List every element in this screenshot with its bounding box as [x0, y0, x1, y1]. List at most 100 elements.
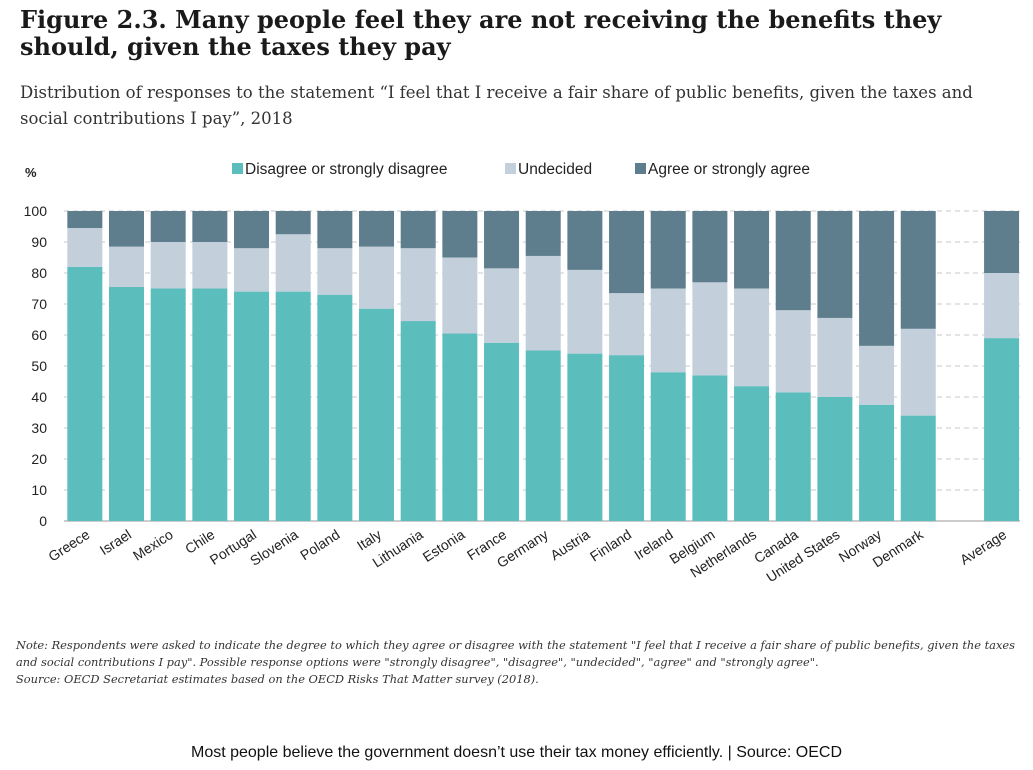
y-tick-label: 20 — [31, 451, 47, 467]
bar-segment-disagree — [859, 404, 895, 521]
y-tick-label: 40 — [31, 389, 47, 405]
y-axis: 0 10 20 30 40 50 60 70 80 90 100 — [24, 203, 48, 529]
bar-segment-undecided — [67, 228, 103, 267]
legend-label-undecided: Undecided — [518, 161, 592, 178]
bar-segment-disagree — [150, 288, 186, 521]
x-tick-label: Israel — [97, 526, 134, 558]
bar-segment-undecided — [650, 288, 686, 373]
y-tick-label: 60 — [31, 327, 47, 343]
y-tick-label: 100 — [24, 203, 48, 219]
bar-segment-undecided — [900, 328, 936, 416]
bar-segment-agree — [609, 211, 645, 294]
x-tick-label: Estonia — [420, 526, 468, 565]
stacked-bar-chart: 0 10 20 30 40 50 60 70 80 90 100 Greece IsraelMexic… — [24, 161, 1020, 586]
bar-segment-undecided — [775, 310, 811, 393]
bar-segment-disagree — [734, 386, 770, 521]
y-tick-label: 30 — [31, 420, 47, 436]
bar-segment-undecided — [609, 293, 645, 356]
y-axis-label: % — [25, 165, 37, 180]
x-tick-label: Mexico — [130, 526, 176, 564]
bar-segment-disagree — [109, 286, 145, 521]
y-tick-label: 80 — [31, 265, 47, 281]
bar-segment-agree — [67, 211, 103, 229]
bar-segment-agree — [984, 211, 1020, 273]
bar-segment-agree — [400, 211, 436, 249]
legend-swatch-disagree — [232, 163, 243, 174]
bar-segment-disagree — [692, 375, 728, 521]
bar-segment-undecided — [567, 269, 603, 354]
x-tick-label: Austria — [547, 526, 592, 563]
bar-segment-disagree — [775, 392, 811, 521]
bar-segment-undecided — [192, 242, 228, 289]
bar-segment-disagree — [567, 353, 603, 521]
legend: Disagree or strongly disagree Undecided Ag… — [232, 161, 810, 178]
bar-segment-undecided — [150, 242, 186, 289]
bar-segment-disagree — [442, 333, 478, 521]
bar-segment-undecided — [442, 257, 478, 334]
y-tick-label: 50 — [31, 358, 47, 374]
note-text: Note: Respondents were asked to indicate… — [16, 638, 1015, 669]
legend-swatch-agree — [635, 163, 646, 174]
bar-segment-agree — [317, 211, 353, 249]
y-tick-label: 70 — [31, 296, 47, 312]
legend-swatch-undecided — [505, 163, 516, 174]
y-tick-label: 10 — [31, 482, 47, 498]
bar-segment-agree — [150, 211, 186, 242]
bar-segment-undecided — [859, 345, 895, 405]
bar-segment-disagree — [317, 294, 353, 521]
bar-segment-disagree — [525, 350, 561, 521]
bar-segment-undecided — [484, 268, 520, 343]
bar-segment-agree — [775, 211, 811, 311]
x-tick-label: Greece — [45, 526, 92, 565]
bar-segment-undecided — [734, 288, 770, 387]
bar-segment-agree — [859, 211, 895, 346]
figure-subtitle: Distribution of responses to the stateme… — [20, 83, 973, 128]
bar-segment-agree — [900, 211, 936, 329]
bar-segment-agree — [692, 211, 728, 283]
bar-segment-undecided — [400, 248, 436, 322]
image-caption: Most people believe the government doesn… — [190, 744, 842, 761]
bar-segment-undecided — [109, 246, 145, 287]
bar-segment-agree — [234, 211, 270, 249]
bar-segment-disagree — [900, 415, 936, 521]
source-text: Source: OECD Secretariat estimates based… — [16, 672, 539, 686]
bar-segment-agree — [650, 211, 686, 289]
bar-segment-agree — [359, 211, 395, 247]
bar-segment-disagree — [67, 266, 103, 521]
bar-segment-agree — [734, 211, 770, 289]
bar-segment-agree — [275, 211, 311, 235]
figure-title: Figure 2.3. Many people feel they are no… — [20, 5, 942, 61]
x-tick-label: Slovenia — [247, 526, 301, 569]
bar-segment-undecided — [525, 255, 561, 351]
bar-segment-disagree — [817, 397, 853, 521]
bar-segment-agree — [567, 211, 603, 270]
bar-segment-disagree — [484, 342, 520, 521]
bar-segment-disagree — [400, 321, 436, 521]
legend-label-agree: Agree or strongly agree — [648, 161, 810, 178]
bar-segment-undecided — [234, 248, 270, 292]
bars — [67, 211, 1020, 521]
bar-segment-undecided — [817, 317, 853, 397]
bar-segment-undecided — [275, 234, 311, 292]
y-tick-label: 90 — [31, 234, 47, 250]
bar-segment-undecided — [359, 246, 395, 309]
legend-label-disagree: Disagree or strongly disagree — [245, 161, 447, 178]
bar-segment-disagree — [984, 338, 1020, 521]
bar-segment-disagree — [234, 291, 270, 521]
bar-segment-disagree — [359, 308, 395, 521]
bar-segment-agree — [817, 211, 853, 318]
bar-segment-undecided — [984, 273, 1020, 339]
figure-note: Note: Respondents were asked to indicate… — [16, 637, 1026, 688]
y-tick-label: 0 — [39, 513, 47, 529]
bar-segment-agree — [109, 211, 145, 247]
x-tick-label: Average — [957, 526, 1009, 568]
bar-segment-undecided — [692, 282, 728, 376]
bar-segment-disagree — [192, 288, 228, 521]
x-tick-label: Poland — [297, 526, 342, 563]
bar-segment-agree — [525, 211, 561, 256]
bar-segment-undecided — [317, 248, 353, 295]
bar-segment-disagree — [609, 355, 645, 521]
bar-segment-agree — [484, 211, 520, 269]
bar-segment-disagree — [650, 372, 686, 521]
